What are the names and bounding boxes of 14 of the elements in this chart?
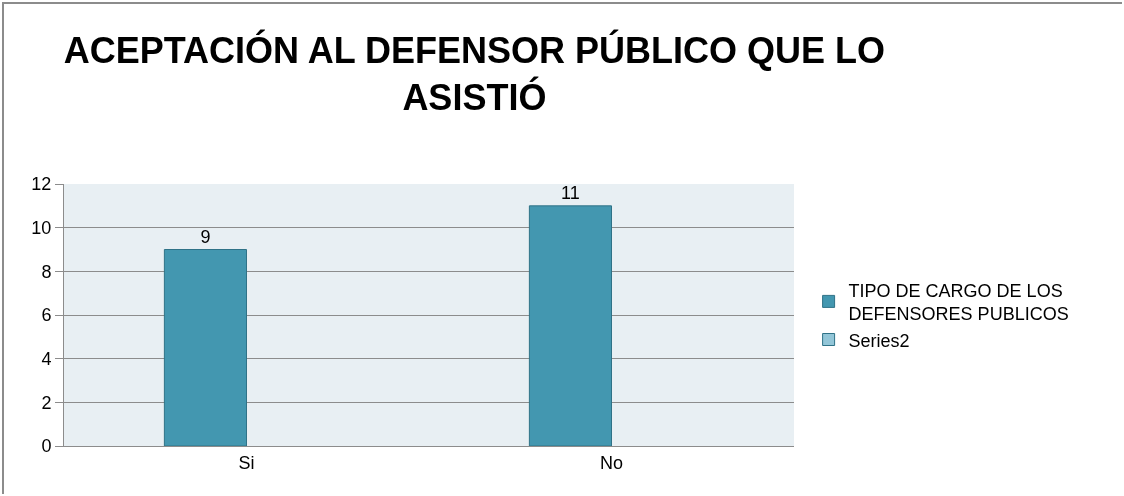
legend-label: Series2 bbox=[848, 330, 910, 351]
y-tick-label: 10 bbox=[31, 217, 52, 238]
chart-title: ACEPTACIÓN AL DEFENSOR PÚBLICO QUE LO ASISTIÓ bbox=[63, 29, 886, 118]
data-label: 9 bbox=[200, 226, 211, 247]
legend-label: TIPO DE CARGO DE LOS DEFENSORES PUBLICOS bbox=[848, 280, 1069, 325]
data-label: 11 bbox=[561, 182, 580, 203]
y-tick-label: 6 bbox=[41, 305, 52, 326]
y-tick-label: 4 bbox=[41, 348, 52, 369]
y-tick-label: 12 bbox=[31, 174, 52, 195]
y-tick-label: 8 bbox=[41, 261, 52, 282]
x-tick-label: Si bbox=[238, 452, 255, 473]
y-tick-label: 0 bbox=[41, 436, 52, 457]
y-tick-label: 2 bbox=[41, 392, 52, 413]
x-tick-label: No bbox=[599, 452, 624, 473]
